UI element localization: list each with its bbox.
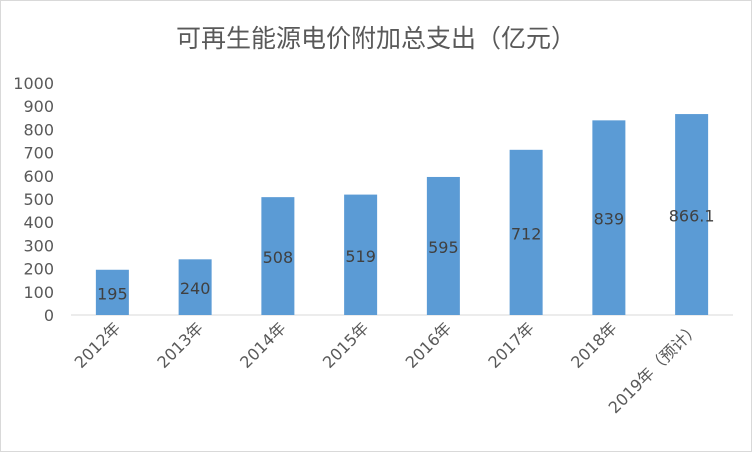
bar: [592, 120, 626, 316]
y-tick-label: 800: [23, 120, 54, 139]
data-label: 519: [345, 247, 376, 266]
bar: [95, 269, 129, 315]
data-label: 712: [511, 224, 542, 243]
chart-title: 可再生能源电价附加总支出（亿元）: [175, 24, 576, 53]
x-tick-label: 2016年: [402, 318, 456, 372]
x-tick-label: 2017年: [484, 318, 538, 372]
x-tick-label: 2013年: [153, 318, 207, 372]
data-label: 240: [180, 279, 211, 298]
bar: [426, 176, 460, 315]
y-tick-label: 1000: [13, 74, 54, 93]
y-tick-label: 700: [23, 144, 54, 163]
y-tick-label: 600: [23, 167, 54, 186]
y-tick-label: 100: [23, 283, 54, 302]
x-tick-label: 2014年: [236, 318, 290, 372]
y-tick-label: 0: [44, 306, 54, 325]
x-tick-label: 2019年（预计）: [605, 318, 704, 417]
y-tick-label: 300: [23, 236, 54, 255]
bar: [178, 259, 212, 315]
x-tick-label: 2015年: [319, 318, 373, 372]
data-label: 866.1: [669, 207, 715, 226]
data-label: 839: [594, 210, 625, 229]
data-label: 595: [428, 238, 459, 257]
data-label: 508: [263, 248, 294, 267]
x-tick-label: 2012年: [71, 318, 125, 372]
bar: [509, 149, 543, 315]
y-tick-label: 500: [23, 190, 54, 209]
y-tick-label: 900: [23, 97, 54, 116]
bar: [261, 197, 295, 315]
x-tick-label: 2018年: [567, 318, 621, 372]
y-tick-label: 200: [23, 260, 54, 279]
data-label: 195: [97, 284, 128, 303]
bar: [675, 114, 709, 316]
bar: [344, 194, 378, 315]
y-tick-label: 400: [23, 213, 54, 232]
